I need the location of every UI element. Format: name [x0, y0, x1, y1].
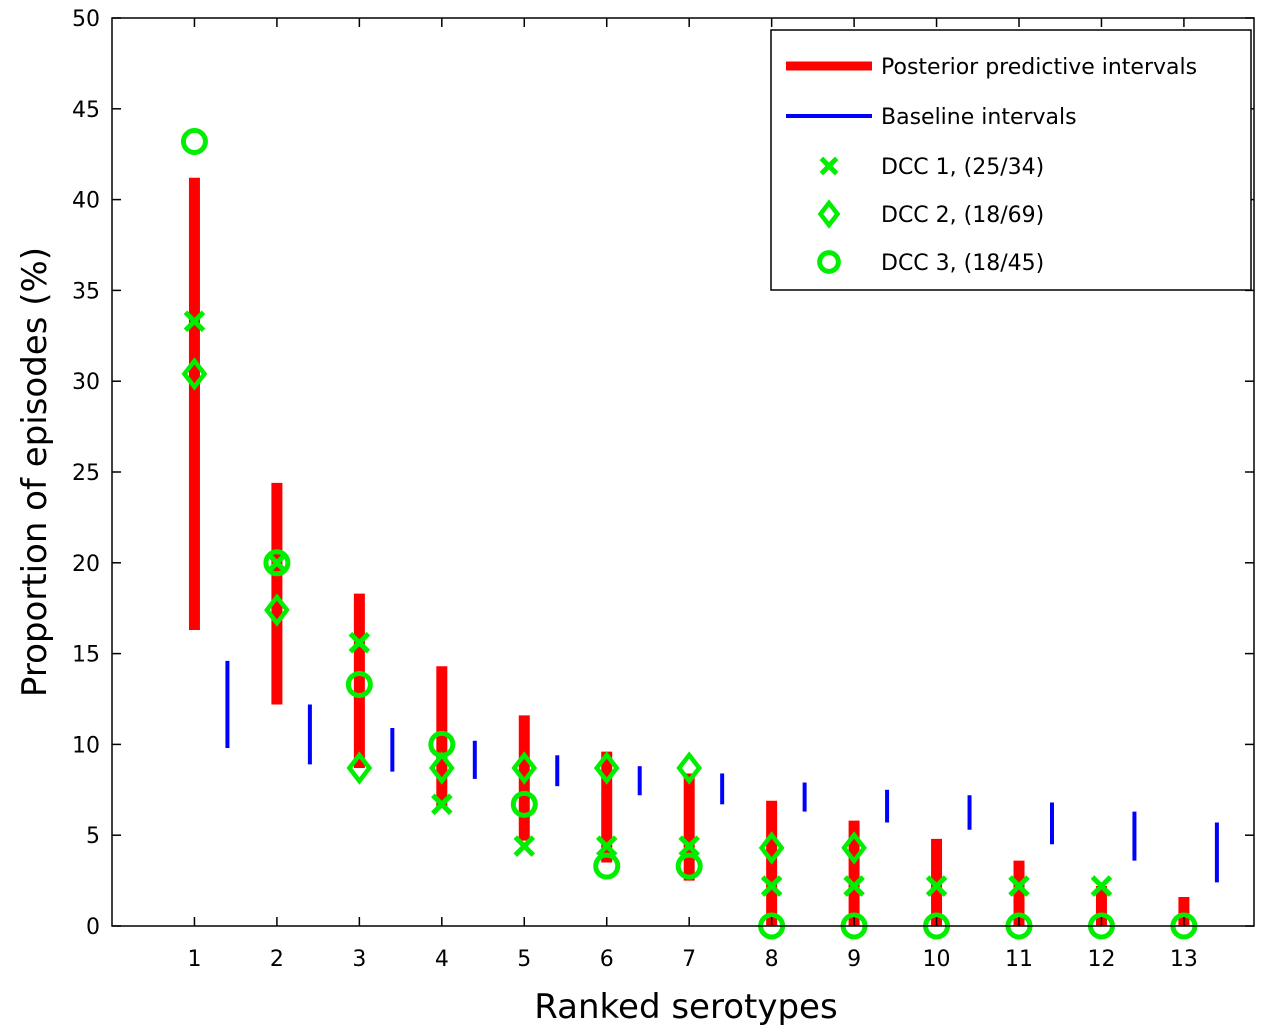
- dcc1-point-3: [348, 631, 371, 654]
- x-tick-label-5: 5: [517, 947, 531, 972]
- dcc3-point-5: [510, 790, 538, 818]
- y-tick-label-15: 15: [72, 643, 100, 668]
- dcc1-point-11: [1008, 875, 1030, 897]
- dcc1-point-3-stroke-b: [348, 631, 371, 654]
- dcc1-point-7: [678, 835, 700, 857]
- dcc1-point-12-stroke-b: [1090, 875, 1113, 897]
- x-axis-title: Ranked serotypes: [534, 987, 837, 1027]
- x-tick-label-6: 6: [600, 947, 614, 972]
- legend: Posterior predictive intervals Baseline i…: [770, 29, 1252, 291]
- x-tick-label-12: 12: [1087, 947, 1115, 972]
- y-tick-label-25: 25: [72, 461, 100, 486]
- x-tick-label-3: 3: [352, 947, 366, 972]
- dcc1-point-5: [513, 835, 536, 857]
- x-axis: 1 2 3 4 5 6 7 8 9 10 11 12 13: [187, 18, 1198, 972]
- dcc2-point-1: [181, 357, 208, 391]
- dcc3-point-3: [345, 670, 373, 698]
- legend-dcc3-swatch: [817, 250, 841, 274]
- dcc1-point-10-stroke-b: [925, 875, 948, 897]
- legend-dcc3: DCC 3, (18/45): [817, 250, 1044, 276]
- dcc1-point-6: [595, 835, 618, 857]
- x-tick-label-8: 8: [765, 947, 779, 972]
- dcc3-point-4: [428, 730, 456, 758]
- legend-dcc2: DCC 2, (18/69): [817, 199, 1044, 229]
- legend-dcc1-swatch: [819, 156, 839, 176]
- dcc2-point-6: [593, 751, 620, 785]
- y-tick-label-30: 30: [72, 370, 100, 395]
- y-tick-label-5: 5: [86, 824, 100, 849]
- y-axis-title: Proportion of episodes (%): [15, 247, 55, 697]
- x-tick-label-9: 9: [847, 947, 861, 972]
- y-tick-label-45: 45: [72, 98, 100, 123]
- legend-dcc3-label: DCC 3, (18/45): [881, 251, 1044, 276]
- dcc1-point-8-stroke-b: [760, 875, 783, 897]
- dcc1-point-1: [183, 310, 206, 333]
- y-tick-label-20: 20: [72, 552, 100, 577]
- dcc3-point-7: [675, 852, 703, 880]
- dcc1-point-2-stroke-b: [266, 552, 288, 574]
- y-tick-label-10: 10: [72, 733, 100, 758]
- dcc1-point-6-stroke-b: [595, 835, 618, 857]
- legend-dcc2-label: DCC 2, (18/69): [881, 203, 1044, 228]
- dcc2-point-5: [511, 751, 538, 785]
- x-tick-label-11: 11: [1005, 947, 1033, 972]
- x-tick-label-4: 4: [435, 947, 449, 972]
- dcc2-point-4: [428, 751, 455, 785]
- dcc2-point-3: [346, 751, 373, 785]
- dcc1-point-9-stroke-b: [843, 875, 865, 897]
- dcc3-point-2: [263, 549, 291, 577]
- dcc1-point-7-stroke-b: [678, 835, 700, 857]
- dcc1-point-8: [760, 875, 783, 897]
- dcc1-point-5-stroke-b: [513, 835, 536, 857]
- dcc2-point-9: [841, 831, 867, 865]
- y-tick-label-0: 0: [86, 915, 100, 940]
- dcc2-point-8: [758, 831, 785, 865]
- dcc1-point-9: [843, 875, 865, 897]
- legend-dcc1-swatch-stroke-b: [819, 156, 839, 176]
- dcc1-point-11-stroke-b: [1008, 875, 1030, 897]
- legend-posterior-label: Posterior predictive intervals: [881, 55, 1197, 80]
- legend-dcc1-label: DCC 1, (25/34): [881, 155, 1044, 180]
- dcc1-point-4-stroke-b: [431, 793, 453, 816]
- legend-baseline: Baseline intervals: [786, 105, 1077, 130]
- y-tick-label-50: 50: [72, 7, 100, 32]
- y-tick-label-35: 35: [72, 279, 100, 304]
- dcc3-point-6: [593, 852, 621, 880]
- dcc1-point-12: [1090, 875, 1113, 897]
- legend-baseline-label: Baseline intervals: [881, 105, 1077, 130]
- legend-dcc1: DCC 1, (25/34): [819, 155, 1044, 180]
- y-tick-label-40: 40: [72, 189, 100, 214]
- legend-box: [770, 29, 1252, 291]
- x-tick-label-10: 10: [923, 947, 951, 972]
- legend-dcc2-swatch: [817, 199, 841, 229]
- baseline-intervals-layer: [225, 660, 1219, 883]
- dcc1-point-1-stroke-b: [183, 310, 206, 333]
- dcc1-point-4: [431, 793, 453, 816]
- dcc1-point-2: [266, 552, 288, 574]
- x-tick-label-7: 7: [682, 947, 696, 972]
- dcc2-point-7: [676, 751, 703, 785]
- dcc1-point-10: [925, 875, 948, 897]
- x-tick-label-2: 2: [270, 947, 284, 972]
- legend-posterior: Posterior predictive intervals: [786, 55, 1197, 80]
- dcc3-point-1: [180, 127, 208, 155]
- x-tick-label-1: 1: [187, 947, 201, 972]
- x-tick-label-13: 13: [1170, 947, 1198, 972]
- dcc2-point-2: [264, 593, 290, 627]
